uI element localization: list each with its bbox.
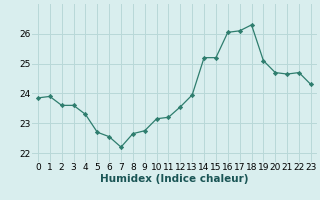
- X-axis label: Humidex (Indice chaleur): Humidex (Indice chaleur): [100, 174, 249, 184]
